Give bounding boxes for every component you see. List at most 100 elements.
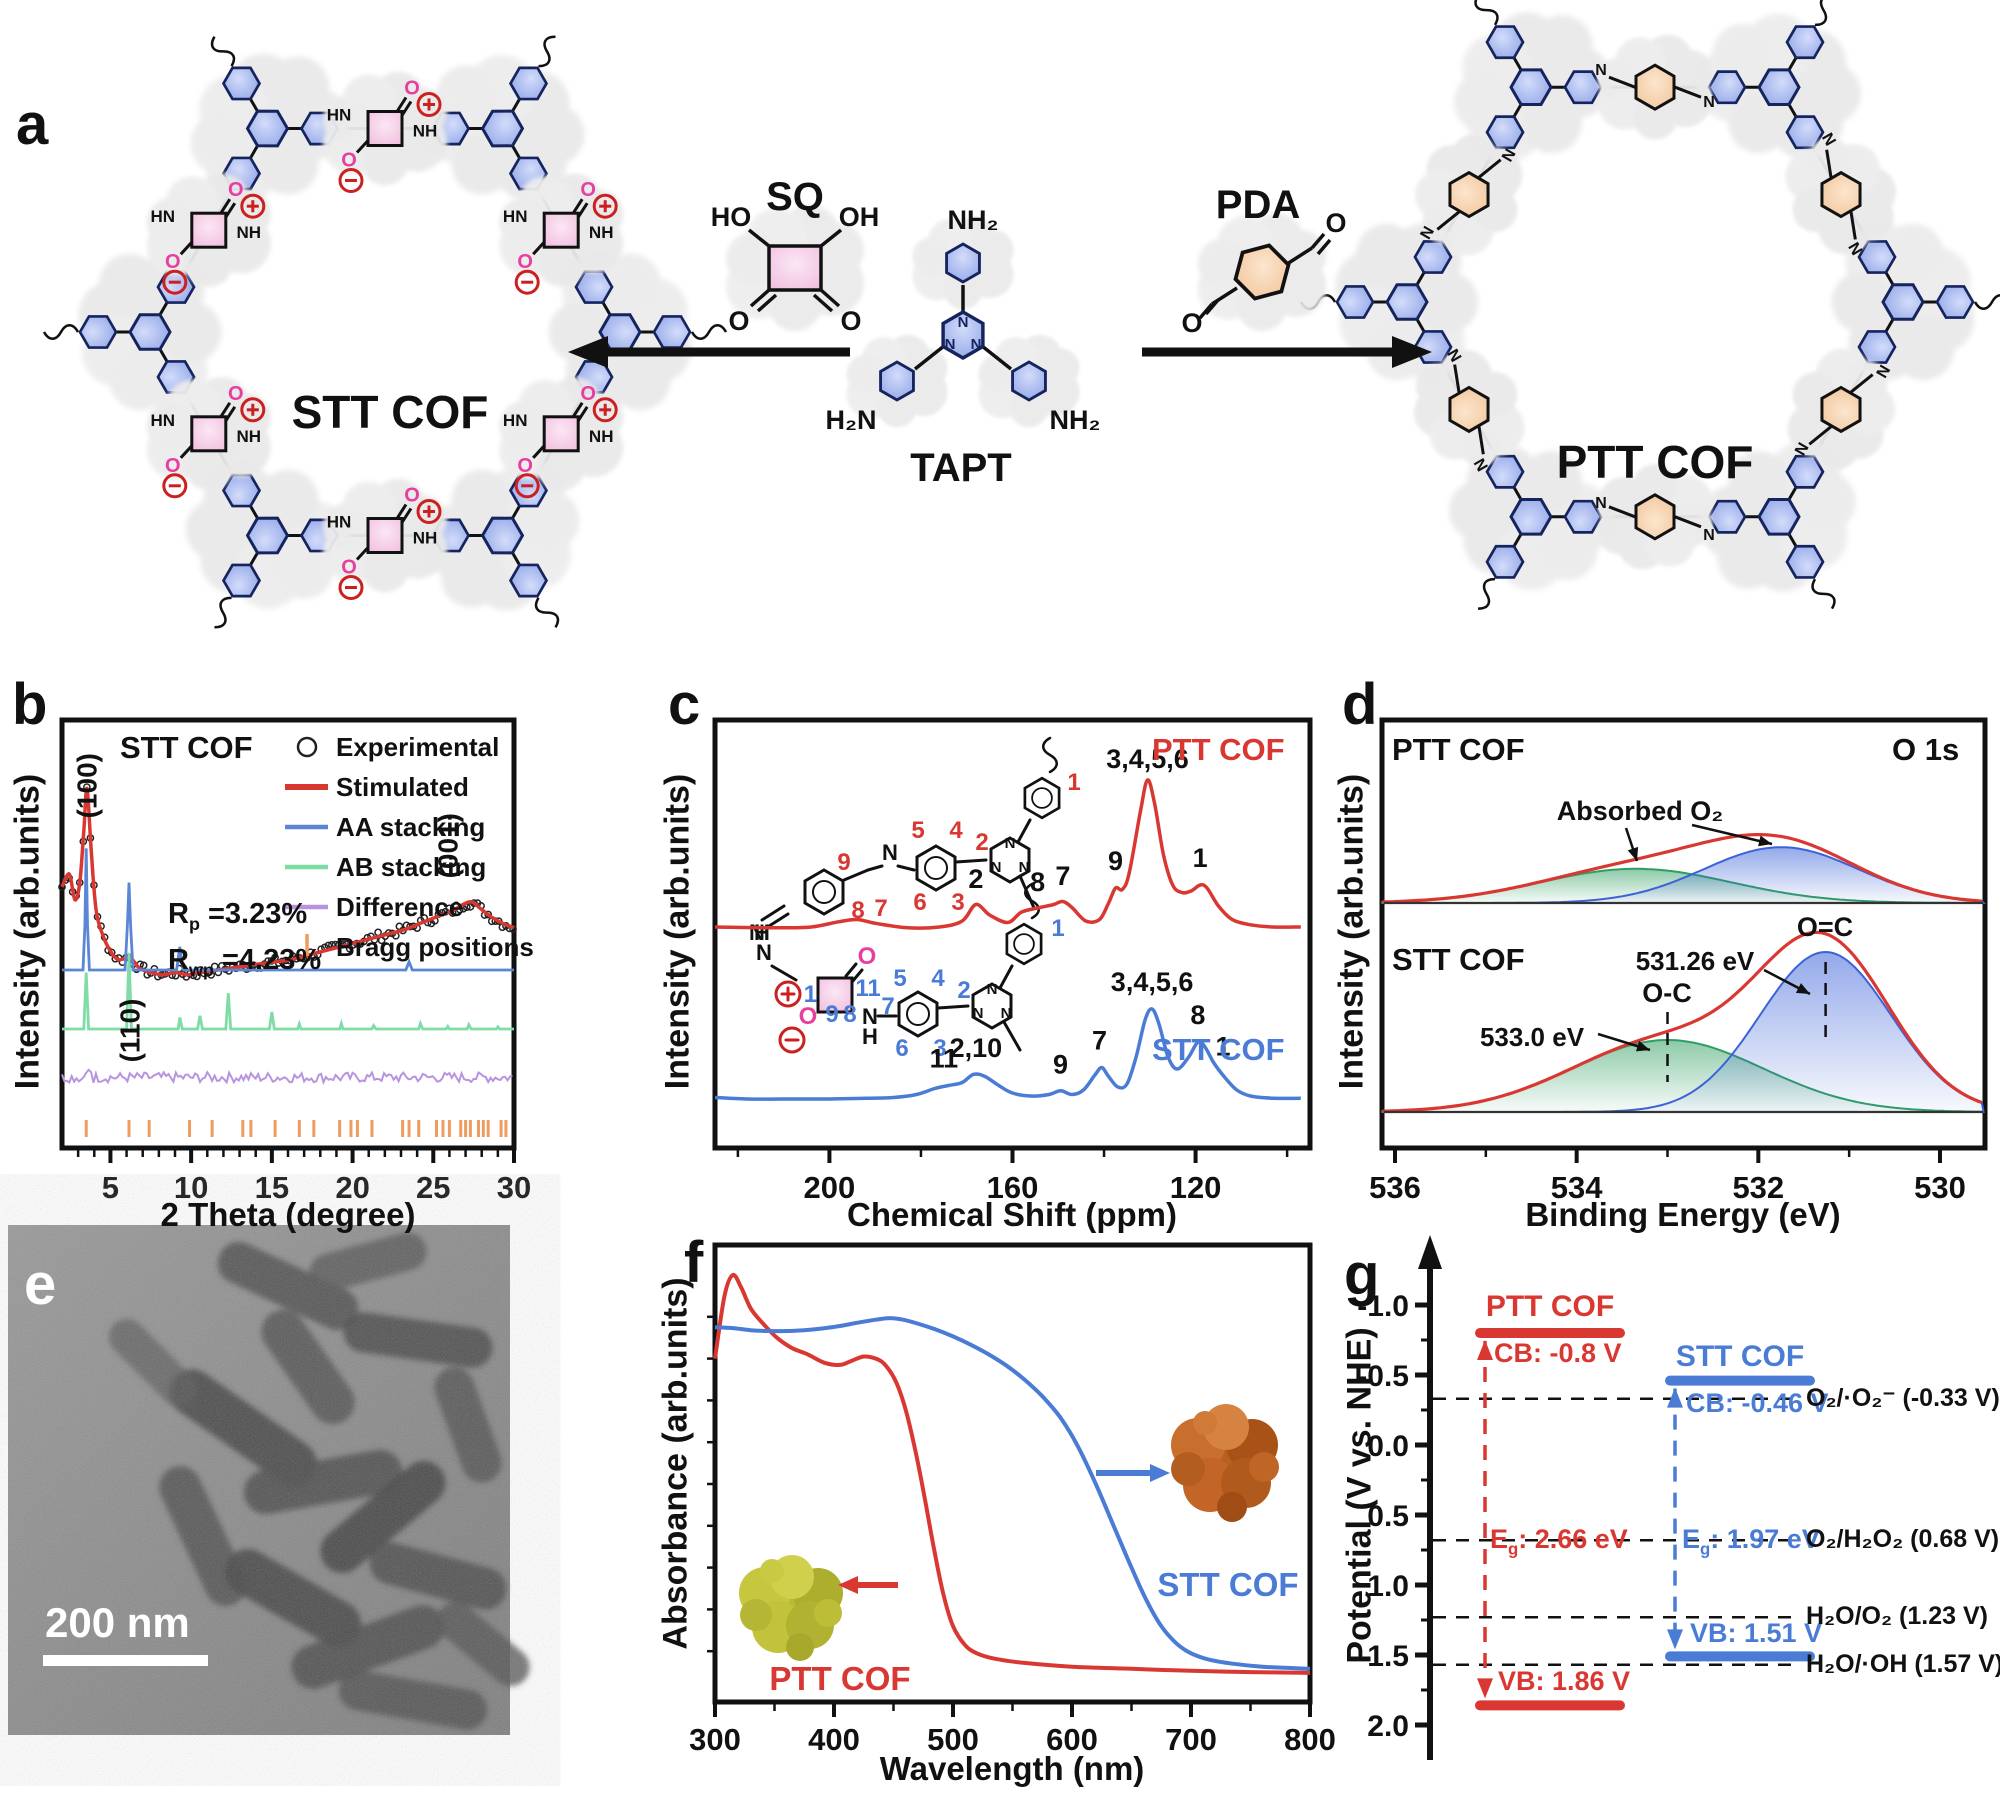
svg-text:532: 532 — [1732, 1170, 1784, 1205]
tapt-label: TAPT — [910, 446, 1011, 490]
svg-text:3,4,5,6: 3,4,5,6 — [1106, 744, 1189, 774]
locant: 6 — [913, 889, 926, 916]
uvvis-ptt-label: PTT COF — [769, 1660, 911, 1697]
svg-text:(001): (001) — [433, 813, 464, 878]
xps-envelope — [1382, 930, 1983, 1113]
xrd-simulated-line — [60, 786, 515, 977]
nmr-stt-spectrum — [714, 1007, 1301, 1101]
inset-h: H — [862, 1024, 878, 1049]
locant: 6 — [895, 1035, 908, 1062]
locant: 1 — [1067, 769, 1080, 796]
arrow-to-stt-powder — [1096, 1464, 1170, 1482]
inset-n: N — [991, 859, 1002, 876]
sq-o-label: O — [728, 306, 749, 336]
xps-oc-single-label: O-C — [1642, 978, 1692, 1008]
xps-orbital-label: O 1s — [1892, 732, 1960, 767]
svg-text:30: 30 — [497, 1170, 531, 1205]
pxrd-x-axis-label: 2 Theta (degree) — [160, 1196, 416, 1233]
inset-o: O — [858, 943, 877, 970]
svg-text:2,10: 2,10 — [950, 1033, 1003, 1063]
svg-text:500: 500 — [927, 1722, 979, 1757]
xps-531ev-label: 531.26 eV — [1635, 946, 1755, 976]
potential-y-axis-label: Potential (V vs. NHE) — [1340, 1327, 1379, 1664]
locant: 7 — [881, 993, 894, 1020]
locant: 9 — [825, 1001, 838, 1028]
svg-text:700: 700 — [1165, 1722, 1217, 1757]
svg-text:3,4,5,6: 3,4,5,6 — [1111, 967, 1194, 997]
sq-ho-label: HO — [711, 202, 752, 232]
ref-h2o2: O₂/H₂O₂ (0.68 V) — [1806, 1525, 2000, 1553]
svg-text:2.0: 2.0 — [1367, 1710, 1409, 1743]
inset-n: N — [973, 1005, 984, 1022]
panel-letter-d: d — [1342, 672, 1378, 737]
pda-label: PDA — [1216, 183, 1300, 227]
locant: 2 — [975, 829, 988, 856]
svg-text:11: 11 — [930, 1044, 959, 1074]
inset-n: N — [1005, 835, 1016, 852]
svg-text:530: 530 — [1914, 1170, 1966, 1205]
svg-text:534: 534 — [1551, 1170, 1603, 1205]
uvvis-stt-curve — [714, 1316, 1311, 1671]
svg-text:AA stacking: AA stacking — [336, 812, 485, 842]
svg-text:9: 9 — [1108, 846, 1123, 876]
uvvis-y-axis-label: Absorbance (arb.units) — [656, 1277, 695, 1650]
stt-cof-title: STT COF — [292, 386, 489, 438]
panel-f-uvvis-chart: 300 400 500 600 700 800 — [689, 1242, 1336, 1757]
xps-ptt-label: PTT COF — [1392, 732, 1525, 767]
ptt-cof-title: PTT COF — [1557, 436, 1754, 488]
nmr-inset-ptt-structure: N 9 8 7 N 5 4 6 3 2 N N N 1 — [749, 736, 1081, 945]
panel-letter-g: g — [1344, 1242, 1380, 1307]
svg-text:0.5: 0.5 — [1367, 1500, 1409, 1533]
nmr-ptt-label: PTT COF — [1152, 732, 1285, 767]
svg-text:2: 2 — [968, 864, 983, 894]
inset-n: N — [1019, 859, 1030, 876]
triazine-n: N — [958, 314, 969, 331]
locant: 3 — [933, 1035, 946, 1062]
tapt-molecule: N N N NH₂ H₂N NH₂ TAPT — [826, 205, 1101, 490]
panel-b-pxrd-chart: 5 10 15 20 25 30 Experimental Stimulated AA stac… — [58, 717, 534, 1205]
ref-superoxide: O₂/·O₂⁻ (-0.33 V) — [1806, 1384, 2000, 1412]
xps-stt-label: STT COF — [1392, 942, 1525, 977]
inset-n: N — [756, 940, 772, 965]
svg-text:(110): (110) — [115, 999, 146, 1063]
inset-n: N — [882, 840, 898, 865]
arrow-to-ptt — [1142, 336, 1432, 368]
locant: 11 — [855, 975, 880, 1002]
nmr-inset-stt-structure: H N 10 O 11 O 9 8 N H 7 5 4 6 3 2 N N N … — [754, 882, 1065, 1062]
locant: 9 — [837, 849, 850, 876]
svg-text:(100): (100) — [72, 753, 103, 818]
svg-text:8: 8 — [1190, 1000, 1205, 1030]
locant: 5 — [893, 965, 906, 992]
cb-bar — [1475, 1328, 1625, 1338]
panel-letter-f: f — [684, 1230, 704, 1295]
panel-letter-a: a — [16, 92, 49, 157]
panel-c-nmr-chart: N 9 8 7 N 5 4 6 3 2 N N N 1 H N 10 — [712, 717, 1313, 1205]
ptt-cof-structure: PTT COF — [1301, 0, 2000, 648]
stt-powder-photo — [1171, 1404, 1279, 1522]
pda-o: O — [1181, 308, 1202, 338]
locant: 2 — [957, 977, 970, 1004]
locant: 5 — [911, 817, 924, 844]
pxrd-rp-value: Rp =3.23% — [168, 898, 308, 934]
panel-g-band-diagram: -1.0 -0.5 0.0 0.5 1.0 1.5 2.0 — [1357, 1235, 1815, 1760]
triazine-n: N — [971, 336, 982, 353]
band-stt-vb: VB: 1.51 V — [1690, 1618, 1823, 1648]
xrd-difference-line — [61, 1068, 513, 1086]
svg-text:600: 600 — [1046, 1722, 1098, 1757]
svg-text:120: 120 — [1170, 1170, 1222, 1205]
arrow-to-stt — [568, 336, 850, 368]
svg-text:1: 1 — [1216, 1032, 1231, 1062]
nmr-ptt-spectrum — [714, 778, 1301, 930]
locant: 8 — [851, 897, 864, 924]
svg-text:Difference: Difference — [336, 892, 463, 922]
svg-text:-0.5: -0.5 — [1357, 1360, 1409, 1393]
locant: 7 — [874, 895, 887, 922]
band-stt-name: STT COF — [1675, 1340, 1805, 1373]
nmr-y-axis-label: Intensity (arb.units) — [658, 773, 697, 1090]
svg-text:9: 9 — [1053, 1050, 1068, 1080]
svg-text:800: 800 — [1284, 1722, 1336, 1757]
tapt-nh2: NH₂ — [948, 205, 999, 235]
xps-533ev-label: 533.0 eV — [1479, 1022, 1585, 1052]
xrd-aa-stacking-line — [62, 848, 514, 972]
